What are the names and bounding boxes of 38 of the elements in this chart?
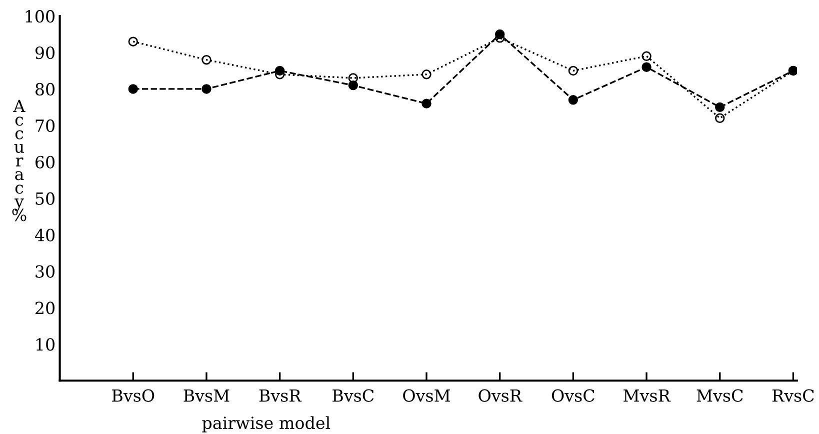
y-tick-label: 90 [35, 46, 55, 60]
y-tick-label: 60 [36, 156, 55, 168]
point [348, 80, 358, 90]
y-tick-label: 30 [36, 265, 55, 278]
y-tick-label: 80 [36, 82, 55, 96]
point [128, 84, 138, 94]
x-tick-label: BvsC [332, 389, 374, 402]
point [202, 84, 212, 94]
point [568, 95, 578, 105]
point [274, 66, 285, 76]
x-axis-title: pairwise model [202, 416, 330, 432]
text: Accuracy % [12, 100, 26, 222]
x-tick-label: MvsR [624, 389, 671, 402]
x-tick-label: BvsR [259, 389, 302, 402]
point [348, 73, 358, 83]
point [494, 29, 505, 40]
y-tick-label: 40 [34, 228, 55, 242]
y-tick-label: 20 [36, 302, 55, 314]
point [422, 70, 432, 80]
x-tick-label: RvsC [772, 389, 814, 402]
x-tick-label: OvsM [403, 389, 450, 402]
point [128, 36, 138, 46]
point [422, 98, 432, 108]
x-tick-label: BvsM [184, 389, 230, 402]
x-tick-label: OvsR [478, 389, 522, 402]
y-tick-label: 10 [36, 338, 55, 351]
y-tick-label: 50 [36, 192, 55, 205]
point [715, 102, 725, 112]
x-tick-label: MvsC [696, 389, 743, 402]
y-tick-label: 100 [26, 10, 55, 23]
point [568, 66, 578, 76]
x-tick-label: OvsC [552, 389, 594, 402]
y-tick-label: 70 [36, 119, 55, 132]
point [642, 62, 652, 72]
point [202, 54, 212, 65]
point [642, 51, 652, 62]
x-tick-label: BvsO [112, 389, 154, 402]
point [715, 113, 725, 123]
